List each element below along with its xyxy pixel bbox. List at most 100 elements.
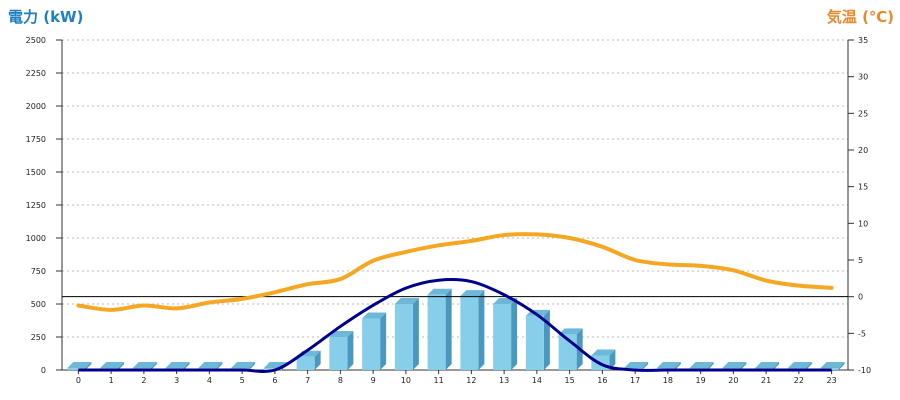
left-tick-label: 2500: [26, 36, 46, 45]
bar-top: [787, 362, 812, 369]
bar: [394, 304, 413, 370]
x-tick-label: 19: [696, 376, 706, 385]
bar-top: [132, 362, 157, 369]
left-tick-label: 2250: [26, 69, 46, 78]
bar-top: [165, 362, 190, 369]
bar-top: [558, 328, 583, 335]
left-tick-label: 500: [31, 300, 46, 309]
bar-side: [609, 349, 616, 370]
right-tick-label: 0: [858, 293, 863, 302]
x-tick-label: 1: [109, 376, 114, 385]
bar-top: [460, 290, 485, 297]
bar: [427, 294, 446, 370]
left-tick-label: 750: [31, 267, 46, 276]
x-tick-label: 14: [532, 376, 542, 385]
temperature-line: [76, 232, 834, 312]
bar-side: [85, 362, 92, 370]
x-tick-label: 18: [663, 376, 673, 385]
x-tick-label: 4: [207, 376, 212, 385]
bar-top: [100, 362, 125, 369]
bar-top: [427, 288, 452, 295]
x-tick-label: 13: [499, 376, 509, 385]
bar-side: [707, 362, 714, 370]
right-tick-label: 10: [858, 219, 868, 228]
bar-side: [314, 350, 321, 370]
x-tick-label: 21: [761, 376, 771, 385]
x-tick-label: 12: [466, 376, 476, 385]
right-tick-label: -5: [858, 329, 866, 338]
x-tick-label: 15: [565, 376, 575, 385]
bar: [493, 304, 512, 370]
bar: [525, 315, 544, 370]
x-tick-label: 3: [174, 376, 179, 385]
x-tick-label: 0: [76, 376, 81, 385]
right-tick-label: -10: [858, 366, 871, 375]
bar-side: [674, 362, 681, 370]
bar-top: [362, 312, 387, 319]
bar-top: [689, 362, 714, 369]
bar-top: [394, 298, 419, 304]
bar: [362, 318, 381, 370]
x-tick-label: 22: [794, 376, 804, 385]
bar-top: [67, 362, 92, 369]
bar-top: [624, 362, 649, 369]
bar-side: [183, 362, 190, 370]
right-axis-title: 気温 (℃): [826, 8, 894, 26]
bar: [329, 337, 348, 370]
x-tick-label: 16: [597, 376, 607, 385]
bar-side: [412, 298, 419, 370]
bar-side: [216, 362, 223, 370]
bar-side: [249, 362, 256, 370]
bar-side: [347, 331, 354, 370]
x-tick-label: 2: [141, 376, 146, 385]
bar: [460, 296, 479, 370]
right-tick-label: 15: [858, 183, 868, 192]
bar-side: [838, 362, 845, 370]
right-tick-label: 30: [858, 73, 868, 82]
power-line: [78, 278, 832, 373]
bar-side: [150, 362, 157, 370]
bar: [67, 368, 86, 370]
bar-top: [231, 362, 256, 369]
bar-side: [118, 362, 125, 370]
bar-top: [656, 362, 681, 369]
x-tick-label: 10: [401, 376, 411, 385]
x-tick-label: 9: [371, 376, 376, 385]
bar-top: [722, 362, 747, 369]
bar-top: [329, 331, 354, 337]
left-tick-label: 1500: [26, 168, 46, 177]
bar-top: [755, 362, 780, 369]
left-tick-label: 0: [41, 366, 46, 375]
x-tick-label: 5: [240, 376, 245, 385]
x-tick-label: 6: [272, 376, 277, 385]
x-tick-label: 11: [434, 376, 444, 385]
bar-side: [805, 362, 812, 370]
bar-side: [642, 362, 649, 370]
bar-side: [478, 290, 485, 370]
bar-side: [773, 362, 780, 370]
left-tick-label: 1750: [26, 135, 46, 144]
left-tick-label: 2000: [26, 102, 46, 111]
right-tick-label: 35: [858, 36, 868, 45]
bar-top: [198, 362, 223, 369]
right-tick-label: 20: [858, 146, 868, 155]
left-axis-title: 電力 (kW): [8, 8, 84, 26]
bar-side: [740, 362, 747, 370]
x-tick-label: 17: [630, 376, 640, 385]
bar-side: [511, 298, 518, 370]
x-tick-label: 7: [305, 376, 310, 385]
right-tick-label: 25: [858, 109, 868, 118]
bar-side: [445, 288, 452, 370]
bar-side: [380, 312, 387, 370]
left-tick-label: 1250: [26, 201, 46, 210]
x-tick-label: 23: [827, 376, 837, 385]
left-tick-label: 1000: [26, 234, 46, 243]
left-tick-label: 250: [31, 333, 46, 342]
x-tick-label: 20: [728, 376, 738, 385]
bar: [296, 356, 315, 370]
bar-top: [591, 349, 616, 356]
bar-top: [820, 362, 845, 369]
right-tick-label: 5: [858, 256, 863, 265]
x-tick-label: 8: [338, 376, 343, 385]
